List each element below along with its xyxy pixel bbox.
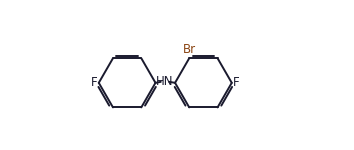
Text: F: F [233, 76, 240, 89]
Text: F: F [91, 76, 97, 89]
Text: Br: Br [183, 43, 196, 56]
Text: HN: HN [155, 75, 173, 88]
